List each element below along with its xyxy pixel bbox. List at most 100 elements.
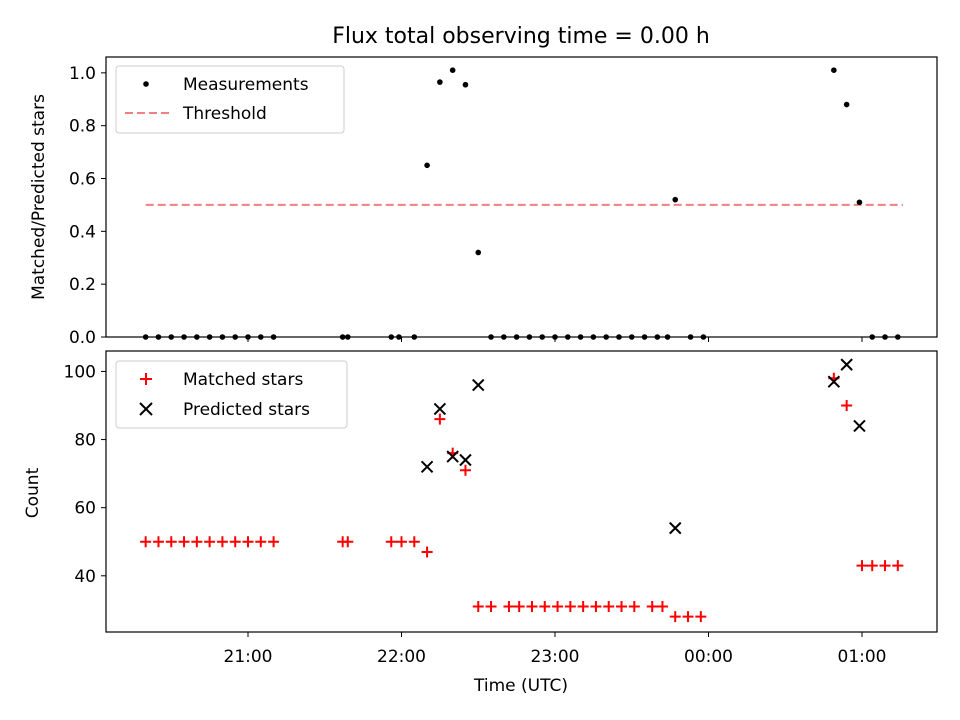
measurement-point — [462, 81, 469, 88]
matched-star-point — [616, 600, 628, 612]
measurement-point — [577, 334, 584, 340]
legend-matched-marker — [140, 373, 152, 385]
measurement-point — [687, 334, 694, 340]
matched-star-point — [216, 536, 228, 548]
measurement-point — [831, 67, 837, 74]
measurement-point — [700, 334, 707, 340]
bottom-x-axis: 21:00 22:00 23:00 00:00 01:00 — [224, 632, 887, 667]
legend-threshold-label: Threshold — [182, 104, 267, 124]
matched-star-point — [342, 536, 354, 548]
measurement-point — [654, 334, 661, 340]
measurement-point — [206, 334, 213, 340]
measurement-point — [219, 334, 226, 340]
matched-star-point — [695, 611, 707, 623]
measurement-point — [232, 334, 239, 340]
measurement-point — [437, 79, 443, 85]
matched-star-point — [242, 536, 254, 548]
measurement-point — [628, 334, 635, 340]
top-y-axis: 0.0 0.2 0.4 0.6 0.8 1.0 — [69, 64, 106, 348]
measurement-point — [155, 334, 162, 340]
matched-star-point — [385, 536, 397, 548]
measurement-point — [641, 334, 648, 340]
matched-star-point — [408, 536, 420, 548]
matched-star-point — [539, 600, 551, 612]
predicted-star-point — [446, 450, 459, 463]
bottom-y-tick-label: 80 — [74, 431, 96, 451]
top-y-axis-label: Matched/Predicted stars — [29, 94, 49, 300]
matched-star-point — [204, 536, 216, 548]
measurement-point — [564, 334, 571, 340]
measurement-point — [869, 334, 876, 340]
legend-predicted-marker — [139, 402, 153, 416]
matched-star-point — [472, 600, 484, 612]
matched-star-point — [628, 600, 640, 612]
top-y-tick-label: 0.4 — [69, 222, 96, 242]
top-panel: 0.0 0.2 0.4 0.6 0.8 1.0 Matched/Predicted sta… — [29, 56, 938, 348]
measurement-point — [895, 334, 901, 340]
measurement-point — [526, 334, 533, 340]
predicted-star-point — [472, 378, 485, 392]
measurement-point — [475, 249, 482, 256]
matched-star-point — [603, 600, 615, 612]
x-tick-label: 22:00 — [377, 647, 426, 667]
bottom-y-tick-label: 40 — [74, 567, 96, 587]
measurement-point — [843, 101, 850, 108]
measurement-point — [488, 334, 494, 340]
matched-star-point — [191, 536, 203, 548]
matched-star-point — [892, 560, 904, 572]
matched-star-point — [879, 560, 891, 572]
predicted-star-point — [853, 419, 866, 433]
top-legend: Measurements Threshold — [115, 65, 345, 134]
top-plot-area — [105, 56, 938, 338]
x-tick-label: 23:00 — [531, 647, 580, 667]
top-y-tick-label: 0.2 — [69, 275, 96, 295]
matched-star-point — [421, 546, 433, 558]
measurement-point — [181, 334, 187, 340]
legend-measurements-label: Measurements — [183, 75, 309, 95]
measurement-point — [424, 162, 430, 169]
measurement-point — [388, 334, 395, 340]
measurement-point — [539, 334, 546, 340]
bottom-y-tick-label: 100 — [64, 362, 96, 382]
matched-star-point — [856, 560, 868, 572]
matched-star-point — [165, 536, 177, 548]
predicted-star-point — [840, 358, 853, 371]
predicted-star-point — [459, 453, 472, 467]
predicted-star-point — [827, 375, 841, 388]
matched-star-point — [503, 600, 515, 612]
measurement-point — [194, 334, 200, 340]
matched-star-point — [152, 536, 164, 548]
predicted-star-point — [433, 402, 447, 416]
matched-star-point — [268, 536, 280, 548]
matched-star-point — [434, 413, 446, 425]
matched-star-point — [564, 600, 576, 612]
matched-star-point — [646, 600, 658, 612]
measurement-points — [142, 67, 901, 340]
top-legend-box — [115, 65, 345, 134]
matched-star-point — [682, 611, 694, 623]
matched-star-point — [669, 611, 681, 623]
matched-star-point — [590, 600, 602, 612]
measurement-point — [616, 334, 622, 340]
measurement-point — [344, 334, 351, 340]
measurement-point — [882, 334, 888, 340]
top-y-tick-label: 0.8 — [69, 117, 96, 137]
chart-title: Flux total observing time = 0.00 h — [332, 24, 710, 49]
bottom-plot-area — [105, 350, 938, 633]
matched-star-point — [577, 600, 589, 612]
matched-star-point — [178, 536, 190, 548]
matched-star-point — [396, 536, 407, 548]
bottom-legend: Matched stars Predicted stars — [115, 360, 348, 429]
x-tick-label: 01:00 — [838, 647, 887, 667]
measurement-point — [856, 199, 863, 206]
count-points — [140, 358, 904, 623]
predicted-star-point — [669, 521, 682, 535]
x-axis-label: Time (UTC) — [473, 676, 568, 696]
matched-star-point — [229, 536, 241, 548]
measurement-point — [501, 334, 507, 340]
measurement-point — [672, 196, 679, 203]
measurement-point — [270, 334, 277, 340]
measurement-point — [411, 334, 418, 340]
bottom-panel: 21:00 22:00 23:00 00:00 01:00 40 60 80 100 Coun… — [23, 350, 938, 696]
